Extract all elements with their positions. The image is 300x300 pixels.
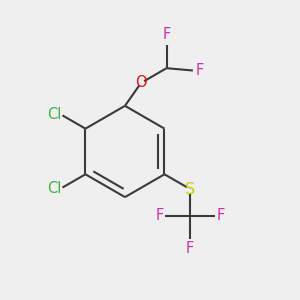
Text: F: F — [186, 241, 194, 256]
Text: F: F — [217, 208, 225, 223]
Text: F: F — [155, 208, 164, 223]
Text: F: F — [162, 27, 171, 42]
Text: Cl: Cl — [47, 107, 62, 122]
Text: Cl: Cl — [47, 181, 62, 196]
Text: S: S — [185, 182, 195, 196]
Text: F: F — [195, 63, 203, 78]
Text: O: O — [135, 75, 147, 90]
